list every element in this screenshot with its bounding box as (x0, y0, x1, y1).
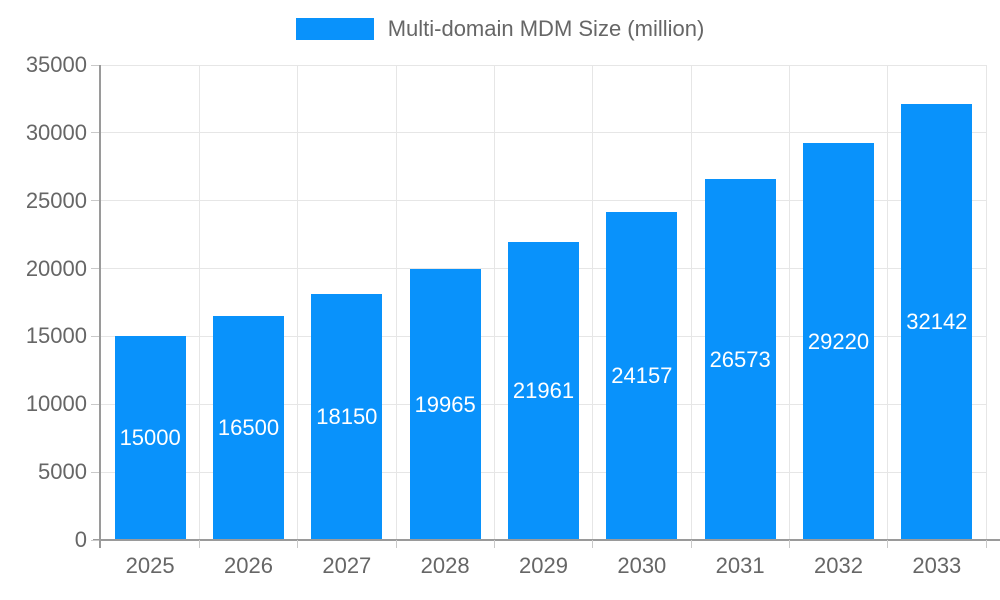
x-axis-tick (985, 540, 987, 548)
bar-value-label: 32142 (906, 308, 968, 334)
legend-item[interactable]: Multi-domain MDM Size (million) (0, 16, 1000, 42)
x-axis-tick (297, 540, 299, 548)
x-axis-tick-label: 2029 (519, 553, 568, 578)
x-axis-tick (788, 540, 790, 548)
x-axis-tick-label: 2032 (814, 553, 863, 578)
y-axis-tick (91, 200, 99, 202)
bar-value-label: 26573 (709, 346, 771, 372)
x-axis-tick (395, 540, 397, 548)
bar-value-label: 19965 (414, 391, 476, 417)
y-axis-tick (91, 403, 99, 405)
v-gridline (395, 65, 397, 540)
bar-2027[interactable] (311, 293, 383, 540)
bar-value-label: 24157 (611, 363, 673, 389)
v-gridline (788, 65, 790, 540)
x-axis-tick (592, 540, 594, 548)
bar-2032[interactable] (803, 143, 874, 540)
y-axis-tick (91, 471, 99, 473)
y-axis-tick (91, 64, 99, 66)
y-axis-tick (91, 268, 99, 270)
bar-2033[interactable] (901, 103, 973, 540)
bar-value-label: 18150 (316, 403, 378, 429)
v-gridline (493, 65, 495, 540)
bar-value-label: 29220 (807, 328, 870, 354)
y-axis-line (99, 65, 101, 548)
v-gridline (592, 65, 594, 540)
y-axis-tick (91, 335, 99, 337)
bar-2030[interactable] (606, 212, 678, 540)
legend-label: Multi-domain MDM Size (million) (387, 16, 705, 41)
bar-2031[interactable] (704, 179, 776, 540)
h-gridline (101, 132, 986, 134)
y-axis-tick-label: 30000 (25, 119, 87, 145)
y-axis-tick-label: 20000 (25, 255, 87, 281)
v-gridline (690, 65, 692, 540)
x-axis-tick (690, 540, 692, 548)
bar-2025[interactable] (114, 336, 186, 540)
v-gridline (887, 65, 889, 540)
y-axis-tick-label: 0 (74, 527, 87, 552)
x-axis-tick-label: 2033 (912, 553, 962, 578)
y-axis-tick-label: 25000 (25, 187, 87, 213)
bar-value-label: 21961 (512, 377, 575, 403)
x-axis-tick (198, 540, 200, 548)
x-axis-tick-label: 2030 (617, 553, 667, 578)
v-gridline (198, 65, 200, 540)
bar-2029[interactable] (508, 241, 579, 540)
x-axis-line (93, 539, 1000, 541)
y-axis-tick-label: 15000 (25, 323, 87, 349)
y-axis-tick-label: 35000 (25, 52, 87, 77)
y-axis-tick-label: 10000 (25, 391, 87, 417)
h-gridline (101, 64, 986, 66)
x-axis-tick-label: 2027 (322, 553, 372, 578)
x-axis-tick-label: 2031 (715, 553, 765, 578)
bar-2026[interactable] (213, 316, 284, 540)
x-axis-tick-label: 2026 (224, 553, 273, 578)
bar-value-label: 16500 (217, 415, 280, 441)
bar-2028[interactable] (409, 269, 481, 540)
y-axis-tick-label: 5000 (38, 459, 87, 485)
x-axis-tick-label: 2028 (420, 553, 470, 578)
x-axis-tick (887, 540, 889, 548)
y-axis-tick (91, 539, 99, 541)
y-axis-tick (91, 132, 99, 134)
v-gridline (297, 65, 299, 540)
v-gridline (985, 65, 987, 540)
x-axis-tick (493, 540, 495, 548)
x-axis-tick-label: 2025 (125, 553, 175, 578)
legend-swatch (295, 18, 374, 40)
bar-value-label: 15000 (119, 425, 181, 451)
h-gridline (101, 200, 986, 202)
